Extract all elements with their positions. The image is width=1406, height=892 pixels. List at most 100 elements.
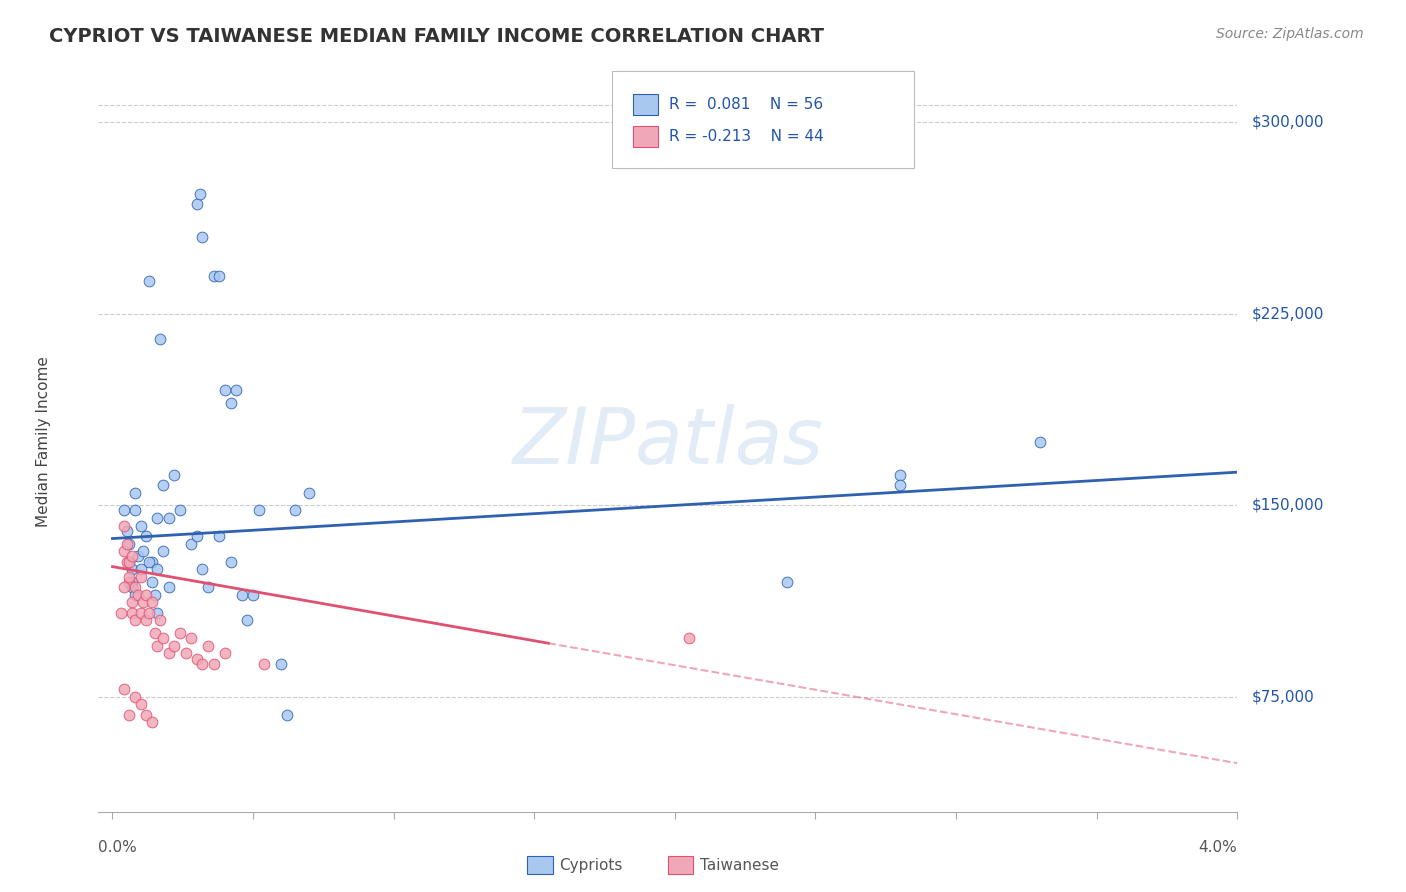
Point bbox=[112, 580, 135, 594]
Point bbox=[124, 588, 146, 602]
Point bbox=[129, 562, 152, 576]
Point bbox=[129, 606, 152, 620]
Point bbox=[118, 555, 141, 569]
Point bbox=[208, 529, 231, 543]
Point bbox=[138, 606, 160, 620]
Point bbox=[143, 588, 166, 602]
Point bbox=[186, 651, 208, 665]
Point bbox=[129, 698, 152, 712]
Point bbox=[115, 524, 138, 538]
Point bbox=[118, 574, 141, 589]
Point bbox=[138, 274, 160, 288]
Point bbox=[1029, 434, 1052, 449]
Point bbox=[124, 613, 146, 627]
Point bbox=[110, 606, 132, 620]
Point bbox=[157, 511, 180, 525]
Point bbox=[225, 384, 247, 398]
Point bbox=[124, 690, 146, 704]
Point bbox=[236, 613, 259, 627]
Point bbox=[118, 536, 141, 550]
Point bbox=[124, 503, 146, 517]
Point bbox=[135, 529, 157, 543]
Point bbox=[115, 536, 138, 550]
Point bbox=[298, 485, 321, 500]
Point bbox=[157, 647, 180, 661]
Text: Cypriots: Cypriots bbox=[560, 858, 623, 872]
Point bbox=[152, 478, 174, 492]
Point bbox=[138, 555, 160, 569]
Point bbox=[188, 186, 211, 201]
Text: Median Family Income: Median Family Income bbox=[37, 356, 51, 527]
Text: $150,000: $150,000 bbox=[1251, 498, 1323, 513]
Point bbox=[163, 467, 186, 482]
Text: ZIPatlas: ZIPatlas bbox=[512, 403, 824, 480]
Point bbox=[152, 631, 174, 645]
Point bbox=[115, 555, 138, 569]
Text: CYPRIOT VS TAIWANESE MEDIAN FAMILY INCOME CORRELATION CHART: CYPRIOT VS TAIWANESE MEDIAN FAMILY INCOM… bbox=[49, 27, 824, 45]
Point bbox=[191, 562, 214, 576]
Text: 0.0%: 0.0% bbox=[98, 840, 138, 855]
Point bbox=[146, 639, 169, 653]
Point bbox=[889, 478, 911, 492]
Point bbox=[146, 511, 169, 525]
Point bbox=[121, 580, 143, 594]
Point bbox=[149, 333, 172, 347]
Point bbox=[112, 518, 135, 533]
Point bbox=[124, 485, 146, 500]
Point bbox=[121, 549, 143, 564]
Point bbox=[276, 707, 298, 722]
Point bbox=[270, 657, 292, 671]
Point bbox=[186, 197, 208, 211]
Point bbox=[169, 626, 191, 640]
Point bbox=[132, 544, 155, 558]
Point bbox=[202, 268, 225, 283]
Point bbox=[163, 639, 186, 653]
Point bbox=[214, 647, 236, 661]
Point bbox=[112, 503, 135, 517]
Point bbox=[129, 518, 152, 533]
Point bbox=[146, 606, 169, 620]
Point bbox=[678, 631, 700, 645]
Point bbox=[191, 230, 214, 244]
Point bbox=[231, 588, 253, 602]
Point bbox=[169, 503, 191, 517]
Point bbox=[141, 574, 163, 589]
Text: $75,000: $75,000 bbox=[1251, 690, 1315, 705]
Point bbox=[180, 536, 202, 550]
Point bbox=[219, 555, 242, 569]
Point bbox=[135, 613, 157, 627]
Point bbox=[197, 580, 219, 594]
Point bbox=[776, 574, 799, 589]
Point bbox=[253, 657, 276, 671]
Point bbox=[208, 268, 231, 283]
Point bbox=[157, 580, 180, 594]
Text: 4.0%: 4.0% bbox=[1198, 840, 1237, 855]
Text: R = -0.213    N = 44: R = -0.213 N = 44 bbox=[669, 129, 824, 144]
Point bbox=[135, 707, 157, 722]
Point bbox=[143, 626, 166, 640]
Point bbox=[214, 384, 236, 398]
Text: Taiwanese: Taiwanese bbox=[700, 858, 779, 872]
Text: Source: ZipAtlas.com: Source: ZipAtlas.com bbox=[1216, 27, 1364, 41]
Point bbox=[180, 631, 202, 645]
Point bbox=[247, 503, 270, 517]
Point bbox=[284, 503, 307, 517]
Point bbox=[129, 570, 152, 584]
Point bbox=[191, 657, 214, 671]
Point bbox=[889, 467, 911, 482]
Point bbox=[132, 595, 155, 609]
Text: $300,000: $300,000 bbox=[1251, 115, 1324, 130]
Point bbox=[127, 549, 149, 564]
Point bbox=[118, 570, 141, 584]
Point bbox=[219, 396, 242, 410]
Point bbox=[242, 588, 264, 602]
Point bbox=[186, 529, 208, 543]
Point bbox=[146, 562, 169, 576]
Point bbox=[202, 657, 225, 671]
Point bbox=[127, 588, 149, 602]
Point bbox=[197, 639, 219, 653]
Point bbox=[118, 707, 141, 722]
Point bbox=[149, 613, 172, 627]
Point bbox=[121, 562, 143, 576]
Text: $225,000: $225,000 bbox=[1251, 306, 1323, 321]
